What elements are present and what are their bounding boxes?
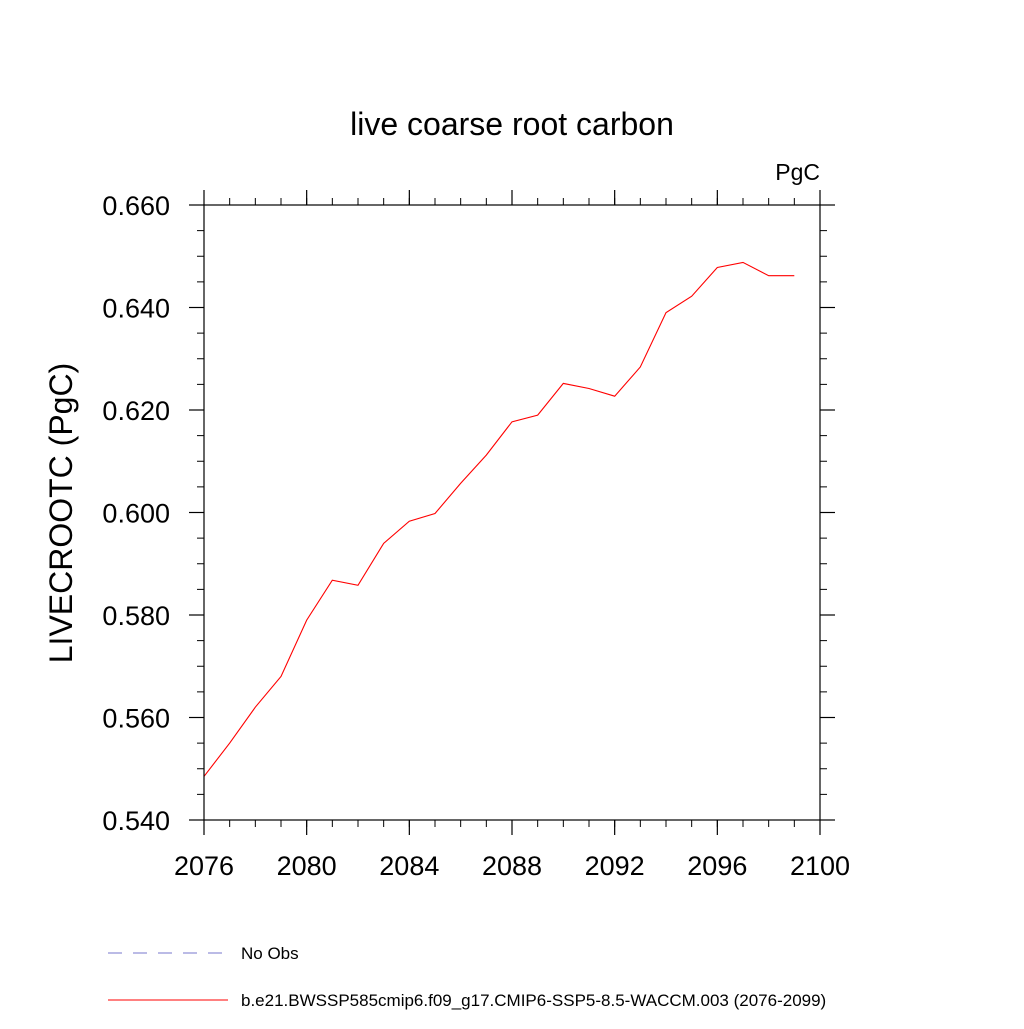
- y-tick-label: 0.580: [102, 601, 170, 631]
- y-tick-label: 0.560: [102, 704, 170, 734]
- x-tick-labels: 2076 2080 2084 2088 2092 2096 2100: [174, 851, 850, 881]
- x-tick-label: 2092: [585, 851, 645, 881]
- x-tick-label: 2100: [790, 851, 850, 881]
- minor-ticks: [197, 198, 827, 827]
- y-axis-label: LIVECROOTC (PgC): [43, 363, 79, 663]
- y-tick-labels: 0.540 0.560 0.580 0.600 0.620 0.640 0.660: [102, 191, 170, 836]
- plot-frame: [203, 204, 821, 821]
- y-tick-label: 0.660: [102, 191, 170, 221]
- x-tick-label: 2096: [687, 851, 747, 881]
- units-label: PgC: [775, 159, 820, 185]
- x-tick-label: 2076: [174, 851, 234, 881]
- y-tick-label: 0.540: [102, 806, 170, 836]
- legend-label: No Obs: [241, 944, 299, 963]
- x-tick-label: 2084: [379, 851, 439, 881]
- y-tick-label: 0.640: [102, 294, 170, 324]
- x-tick-label: 2088: [482, 851, 542, 881]
- legend-label: b.e21.BWSSP585cmip6.f09_g17.CMIP6-SSP5-8…: [241, 991, 826, 1010]
- x-tick-label: 2080: [277, 851, 337, 881]
- y-tick-label: 0.600: [102, 499, 170, 529]
- legend: No Obs b.e21.BWSSP585cmip6.f09_g17.CMIP6-…: [108, 944, 826, 1010]
- series-line: [203, 261, 795, 777]
- chart-title: live coarse root carbon: [350, 106, 674, 142]
- major-ticks: [189, 190, 835, 835]
- y-tick-label: 0.620: [102, 396, 170, 426]
- series-layer: [203, 261, 795, 777]
